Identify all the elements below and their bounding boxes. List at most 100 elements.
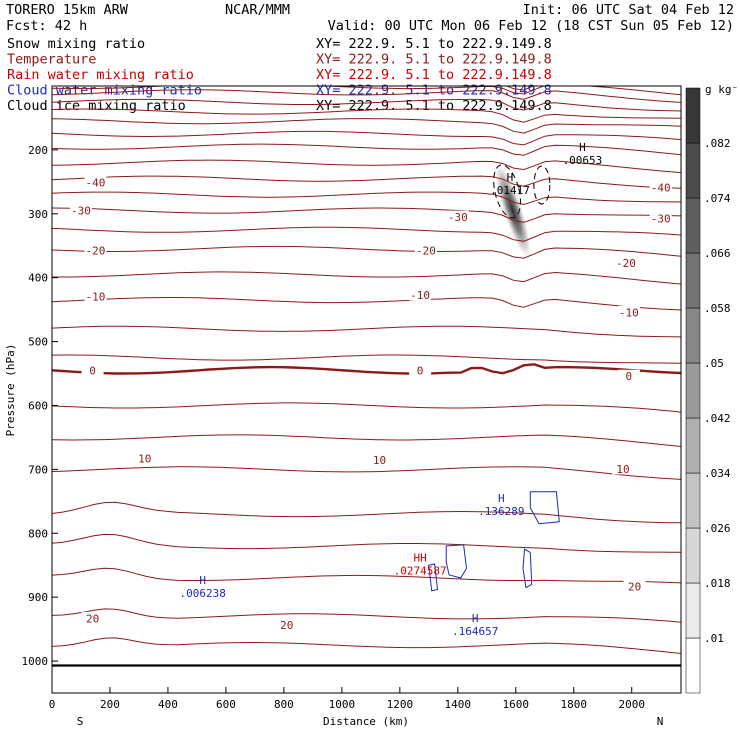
y-axis: 200 300 400 500 600 700 800 900 1000 — [22, 144, 58, 668]
plot-frame — [51, 85, 682, 694]
x-axis-label: Distance (km) — [323, 715, 409, 728]
isotherm-label-14: 10 — [138, 453, 151, 466]
isotherm-label-8: -10 — [86, 290, 106, 303]
extremum-value-0: .00653 — [563, 154, 603, 167]
endpoint-north: N — [657, 715, 664, 728]
isotherm-label-bg-16 — [612, 462, 635, 475]
isotherm-25 — [52, 608, 681, 623]
isotherm-19 — [52, 402, 681, 413]
colorbar-swatch-10 — [685, 87, 701, 144]
colorbar-label-0: .01 — [704, 632, 724, 645]
legend-item-3: Cloud water mixing ratio — [7, 83, 202, 99]
cloud-ice-contour-small — [533, 165, 551, 205]
isotherm-5 — [52, 118, 681, 134]
temperature-isotherms — [52, 86, 681, 654]
colorbar-unit: g kg⁻¹ — [705, 83, 740, 96]
header-model: TORERO 15km ARW — [6, 2, 129, 18]
cloud-water-contours — [428, 491, 560, 592]
x-tick-label-3: 600 — [216, 698, 236, 711]
isotherm-label-bg-10 — [617, 305, 640, 318]
isotherm-label-13: 0 — [626, 370, 633, 383]
isotherm-label-bg-0 — [84, 176, 107, 189]
header-fcst: Fcst: 42 h — [6, 18, 87, 34]
isotherm-label-bg-17 — [623, 579, 646, 592]
y-tick-label-4: 600 — [28, 399, 48, 412]
cloud-water-contour-3 — [522, 548, 533, 589]
colorbar-label-8: .074 — [704, 192, 731, 205]
x-tick-label-1: 200 — [100, 698, 120, 711]
colorbar-label-6: .058 — [704, 302, 731, 315]
isotherm-label-6: -20 — [416, 244, 436, 257]
isotherm-15 — [52, 297, 681, 311]
cloud-ice-contour-main — [493, 164, 521, 219]
colorbar-label-3: .034 — [704, 467, 731, 480]
isotherm-labels: -40 -40 -30 -30 -30 -20 -20 -20 -10 -10 -10 0 0 0 10 10… — [69, 176, 672, 632]
x-axis: 0 200 400 600 800 1000 1200 1400 1600 1800 2000 — [49, 687, 645, 711]
header-center: NCAR/MMM — [225, 2, 290, 18]
isotherm-label-17: 20 — [628, 580, 641, 593]
isotherm-13 — [52, 245, 681, 259]
legend: Snow mixing ratio XY= 222.9. 5.1 to 222.9… — [7, 36, 552, 114]
isotherm-22 — [52, 501, 681, 524]
isotherm-24 — [52, 567, 681, 584]
y-axis-label: Pressure (hPa) — [4, 344, 17, 437]
colorbar: g kg⁻¹ .01 .018 .026 .034 .042 .05 .058 .066 .07… — [685, 83, 740, 694]
isotherm-label-bg-18 — [81, 611, 104, 624]
extremum-mark-0: H — [579, 141, 586, 154]
extremum-mark-4: H — [199, 574, 206, 587]
colorbar-swatch-9 — [685, 142, 701, 199]
colorbar-label-1: .018 — [704, 577, 731, 590]
extremum-value-5: .164657 — [452, 625, 498, 638]
isotherm-label-0: -40 — [86, 177, 106, 190]
endpoint-south: S — [77, 715, 84, 728]
isotherm-label-bg-7 — [614, 256, 637, 269]
legend-item-2: Rain water mixing ratio — [7, 67, 194, 83]
cloud-ice-contours — [493, 164, 551, 219]
extremum-value-4: .006238 — [180, 587, 226, 600]
y-tick-label-5: 700 — [28, 463, 48, 476]
isotherm-label-bg-4 — [649, 211, 672, 224]
isotherm-label-bg-1 — [649, 181, 672, 194]
isotherm-7 — [52, 143, 681, 156]
isotherm-label-18: 20 — [86, 612, 99, 625]
colorbar-swatch-8 — [685, 197, 701, 254]
isotherm-label-bg-19 — [275, 618, 298, 631]
isotherm-2 — [52, 89, 681, 103]
isotherm-23 — [52, 533, 681, 553]
isotherm-label-3: -30 — [448, 211, 468, 224]
isotherm-label-7: -20 — [616, 257, 636, 270]
y-tick-label-3: 500 — [28, 336, 48, 349]
isotherm-label-10: -10 — [619, 306, 639, 319]
isotherm-12 — [52, 226, 681, 242]
isotherm-3 — [52, 98, 681, 112]
isotherm-label-bg-8 — [84, 289, 107, 302]
colorbar-swatch-6 — [685, 307, 701, 364]
x-tick-label-0: 0 — [49, 698, 56, 711]
isotherm-6 — [52, 130, 681, 146]
isotherm-label-bg-2 — [69, 204, 92, 217]
isotherm-label-9: -10 — [410, 289, 430, 302]
x-tick-label-10: 2000 — [618, 698, 645, 711]
y-tick-label-8: 1000 — [22, 655, 49, 668]
snow-max-shading — [494, 162, 531, 259]
colorbar-swatch-4 — [685, 417, 701, 474]
isotherm-17 — [52, 354, 681, 364]
x-tick-label-7: 1400 — [445, 698, 472, 711]
isotherm-label-bg-13 — [617, 369, 640, 382]
y-tick-label-0: 200 — [28, 144, 48, 157]
isotherm-label-16: 10 — [616, 463, 629, 476]
extrema-markers: H.00653H.01417H.136289HH.0274587H.006238… — [180, 141, 603, 638]
colorbar-swatch-5 — [685, 362, 701, 419]
isotherm-label-bg-14 — [133, 452, 156, 465]
colorbar-label-5: .05 — [704, 357, 724, 370]
colorbar-swatch-1 — [685, 582, 701, 639]
extremum-value-2: .136289 — [478, 505, 524, 518]
extremum-value-1: .01417 — [490, 184, 530, 197]
isotherm-label-bg-5 — [84, 243, 107, 256]
extremum-mark-2: H — [498, 492, 505, 505]
isotherm-14 — [52, 271, 681, 285]
isotherm-label-4: -30 — [651, 212, 671, 225]
x-tick-label-6: 1200 — [387, 698, 414, 711]
extremum-mark-3: HH — [413, 551, 426, 564]
